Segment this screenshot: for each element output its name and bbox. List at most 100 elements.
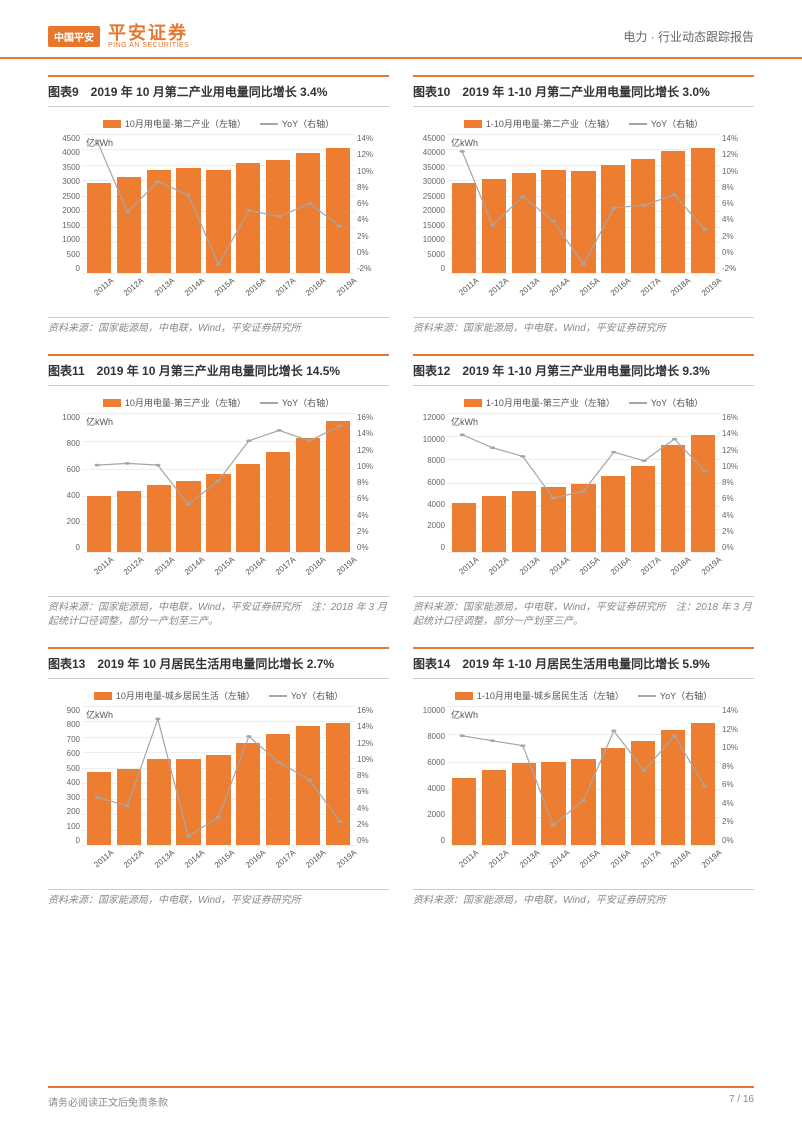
chart-plot: 亿kWh100008000600040002000014%12%10%8%6%4…: [447, 706, 720, 846]
chart-legend: 10月用电量-第三产业（左轴）YoY（右轴）: [52, 396, 385, 409]
y-right-tick: 16%: [357, 706, 385, 715]
legend-bar-swatch: [94, 692, 112, 700]
x-tick: 2011A: [91, 848, 116, 871]
header-subtitle: 电力 · 行业动态跟踪报告: [623, 28, 754, 45]
grid-line: [447, 845, 720, 846]
footer-disclaimer: 请务必阅读正文后免责条款: [48, 1094, 168, 1109]
y-left-tick: 40000: [417, 148, 445, 157]
x-tick: 2017A: [638, 276, 663, 299]
y-left-tick: 0: [52, 264, 80, 273]
x-tick: 2014A: [547, 555, 572, 578]
chart-block: 图表11 2019 年 10 月第三产业用电量同比增长 14.5%10月用电量-…: [48, 354, 389, 629]
y-left-tick: 800: [52, 720, 80, 729]
grid-line: [82, 845, 355, 846]
legend-line-item: YoY（右轴）: [629, 396, 703, 409]
y-right-tick: 6%: [722, 494, 750, 503]
y-left-tick: 1000: [52, 235, 80, 244]
y-left-tick: 2500: [52, 192, 80, 201]
chart-block: 图表14 2019 年 1-10 月居民生活用电量同比增长 5.9%1-10月用…: [413, 647, 754, 908]
x-tick: 2019A: [333, 555, 358, 578]
x-tick: 2011A: [91, 276, 116, 299]
y-left-tick: 15000: [417, 221, 445, 230]
legend-bar-item: 10月用电量-第三产业（左轴）: [103, 396, 246, 409]
yoy-line: [82, 413, 355, 552]
y-left-tick: 300: [52, 793, 80, 802]
y-right-tick: 14%: [722, 429, 750, 438]
y-left-tick: 25000: [417, 192, 445, 201]
legend-bar-swatch: [464, 399, 482, 407]
y-axis-left: 10008006004002000: [52, 413, 82, 552]
y-left-tick: 400: [52, 778, 80, 787]
y-left-tick: 4000: [417, 784, 445, 793]
y-axis-right: 14%12%10%8%6%4%2%0%-2%: [355, 134, 385, 273]
y-left-tick: 20000: [417, 206, 445, 215]
y-right-tick: 10%: [722, 462, 750, 471]
logo-badge: 中国平安: [48, 26, 100, 47]
page-header: 中国平安 平安证券 PING AN SECURITIES 电力 · 行业动态跟踪…: [0, 0, 802, 59]
x-tick: 2019A: [698, 555, 723, 578]
y-right-tick: 10%: [357, 167, 385, 176]
legend-bar-item: 10月用电量-城乡居民生活（左轴）: [94, 689, 255, 702]
x-tick: 2013A: [151, 276, 176, 299]
chart-grid: 图表9 2019 年 10 月第二产业用电量同比增长 3.4%10月用电量-第二…: [48, 75, 754, 908]
y-right-tick: 4%: [722, 511, 750, 520]
chart-plot: 亿kWh1000800600400200016%14%12%10%8%6%4%2…: [82, 413, 355, 553]
x-tick: 2019A: [333, 848, 358, 871]
chart-block: 图表9 2019 年 10 月第二产业用电量同比增长 3.4%10月用电量-第二…: [48, 75, 389, 336]
yoy-line: [82, 706, 355, 845]
chart-plot: 亿kWh12000100008000600040002000016%14%12%…: [447, 413, 720, 553]
legend-line-label: YoY（右轴）: [291, 689, 343, 702]
y-left-tick: 100: [52, 822, 80, 831]
chart-area: 10月用电量-第三产业（左轴）YoY（右轴） 亿kWh10008006004002…: [48, 392, 389, 582]
x-tick: 2012A: [486, 276, 511, 299]
y-right-tick: 0%: [722, 836, 750, 845]
y-left-tick: 1500: [52, 221, 80, 230]
x-tick: 2012A: [121, 276, 146, 299]
y-right-tick: 2%: [722, 232, 750, 241]
x-tick: 2019A: [698, 848, 723, 871]
chart-block: 图表12 2019 年 1-10 月第三产业用电量同比增长 9.3%1-10月用…: [413, 354, 754, 629]
x-tick: 2016A: [242, 555, 267, 578]
y-axis-left: 450040003500300025002000150010005000: [52, 134, 82, 273]
y-left-tick: 6000: [417, 758, 445, 767]
y-right-tick: 8%: [722, 478, 750, 487]
legend-line-label: YoY（右轴）: [651, 396, 703, 409]
chart-plot: 亿kWh450004000035000300002500020000150001…: [447, 134, 720, 274]
x-tick: 2015A: [212, 276, 237, 299]
y-right-tick: 4%: [722, 215, 750, 224]
y-right-tick: 0%: [357, 836, 385, 845]
chart-area: 10月用电量-城乡居民生活（左轴）YoY（右轴）亿kWh900800700600…: [48, 685, 389, 875]
chart-block: 图表10 2019 年 1-10 月第二产业用电量同比增长 3.0%1-10月用…: [413, 75, 754, 336]
x-tick: 2015A: [212, 555, 237, 578]
y-right-tick: 6%: [722, 780, 750, 789]
chart-area: 1-10月用电量-城乡居民生活（左轴）YoY（右轴）亿kWh1000080006…: [413, 685, 754, 875]
y-right-tick: 6%: [357, 494, 385, 503]
y-right-tick: 16%: [357, 413, 385, 422]
chart-source: 资料来源：国家能源局，中电联，Wind，平安证券研究所 注：2018 年 3 月…: [48, 596, 389, 629]
legend-bar-label: 1-10月用电量-第二产业（左轴）: [486, 117, 615, 130]
y-left-tick: 3500: [52, 163, 80, 172]
y-left-tick: 4500: [52, 134, 80, 143]
y-axis-right: 16%14%12%10%8%6%4%2%0%: [355, 413, 385, 552]
legend-bar-label: 10月用电量-第三产业（左轴）: [125, 396, 246, 409]
x-tick: 2014A: [182, 276, 207, 299]
legend-bar-swatch: [103, 120, 121, 128]
chart-source: 资料来源：国家能源局，中电联，Wind，平安证券研究所: [48, 889, 389, 908]
y-right-tick: 2%: [722, 817, 750, 826]
y-left-tick: 1000: [52, 413, 80, 422]
yoy-line: [447, 413, 720, 552]
legend-bar-swatch: [464, 120, 482, 128]
legend-bar-swatch: [455, 692, 473, 700]
y-left-tick: 2000: [417, 810, 445, 819]
x-tick: 2014A: [182, 555, 207, 578]
y-right-tick: 0%: [722, 543, 750, 552]
x-tick: 2017A: [273, 555, 298, 578]
y-left-tick: 200: [52, 807, 80, 816]
y-right-tick: 8%: [722, 183, 750, 192]
legend-bar-label: 10月用电量-第二产业（左轴）: [125, 117, 246, 130]
y-axis-right: 14%12%10%8%6%4%2%0%: [720, 706, 750, 845]
x-tick: 2017A: [638, 555, 663, 578]
y-left-tick: 0: [417, 543, 445, 552]
chart-title: 图表12 2019 年 1-10 月第三产业用电量同比增长 9.3%: [413, 354, 754, 386]
y-right-tick: 12%: [357, 150, 385, 159]
